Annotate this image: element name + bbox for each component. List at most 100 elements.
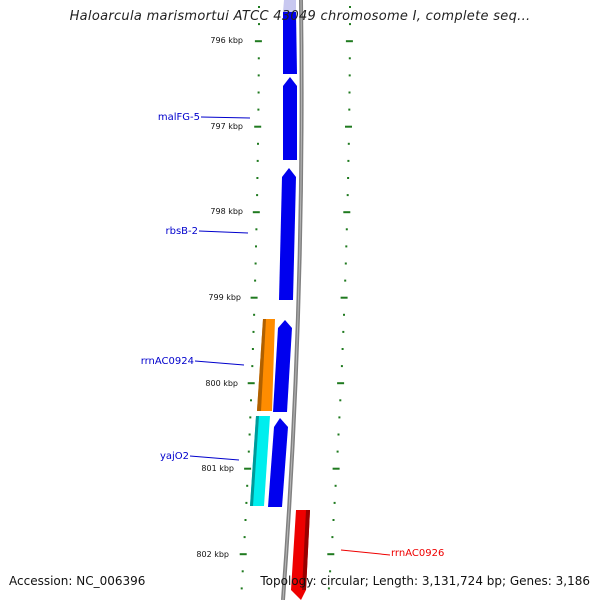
scale-tick-right [338, 416, 341, 419]
scale-tick-left [247, 450, 250, 453]
gene-label-rrnac0926[interactable]: rrnAC0926 [391, 548, 444, 559]
scale-tick-right [337, 382, 345, 385]
scale-label-800: 800 kbp [205, 379, 238, 388]
scale-tick-left [251, 365, 254, 368]
scale-label-802: 802 kbp [196, 550, 229, 559]
connector-yajo2 [189, 455, 240, 461]
scale-tick-right [345, 125, 352, 128]
scale-tick-right [333, 501, 336, 504]
scale-tick-right [334, 484, 337, 487]
scale-tick-right [327, 587, 330, 590]
scale-label-798: 798 kbp [210, 207, 243, 216]
scale-tick-right [347, 142, 350, 145]
scale-tick-right [343, 211, 351, 214]
scale-tick-left [250, 399, 252, 402]
gene-arrow-top[interactable] [283, 12, 297, 74]
scale-label-796: 796 kbp [210, 36, 243, 45]
connector-malfg-5 [200, 116, 251, 119]
scale-tick-right [337, 433, 340, 436]
scale-tick-left [246, 484, 249, 487]
scale-tick-left [245, 501, 248, 504]
gene-arrow-rbsb-2[interactable] [279, 168, 296, 300]
scale-tick-right [349, 23, 351, 26]
scale-label-799: 799 kbp [208, 293, 241, 302]
connector-rrnac0924 [194, 360, 245, 366]
scale-tick-right [348, 91, 351, 94]
scale-tick-left [244, 467, 252, 470]
scale-tick-right [331, 536, 334, 539]
scale-tick-right [347, 159, 350, 162]
scale-tick-right [345, 228, 348, 231]
scale-tick-left [256, 159, 259, 162]
scale-tick-left [255, 245, 257, 248]
scale-tick-left [254, 125, 262, 128]
scale-tick-left [252, 330, 255, 333]
scale-tick-left [247, 382, 255, 385]
scale-tick-left [255, 228, 258, 231]
scale-tick-left [258, 23, 260, 26]
scale-tick-left [254, 40, 262, 43]
scale-tick-left [257, 74, 260, 77]
backbone-highlight [282, 0, 303, 601]
gene-arrow-top-faded[interactable] [283, 0, 296, 12]
scale-tick-right [349, 6, 351, 8]
gene-arrow-rrnac0924[interactable] [273, 320, 292, 412]
topology-summary: Topology: circular; Length: 3,131,724 bp… [260, 574, 590, 588]
scale-tick-right [346, 194, 349, 197]
scale-tick-right [340, 296, 348, 299]
scale-tick-right [341, 348, 344, 350]
scale-tick-right [343, 313, 345, 316]
scale-tick-right [336, 450, 339, 453]
scale-tick-right [348, 74, 351, 77]
scale-label-797: 797 kbp [210, 122, 243, 131]
scale-tick-right [348, 108, 351, 111]
tick-marks [239, 6, 353, 590]
scale-tick-right [339, 399, 342, 402]
scale-tick-left [256, 177, 259, 179]
scale-tick-left [257, 142, 259, 145]
feature-cyan-edge [250, 416, 259, 506]
gene-arrow-malfg-5[interactable] [283, 77, 297, 160]
scale-tick-right [332, 467, 340, 470]
scale-tick-left [258, 6, 260, 8]
scale-tick-left [244, 519, 247, 521]
scale-tick-left [243, 536, 246, 539]
gene-label-rbsb-2[interactable]: rbsB-2 [166, 226, 199, 237]
connector-rrnac0926 [340, 549, 391, 556]
scale-tick-left [257, 91, 260, 94]
scale-tick-right [332, 519, 335, 521]
scale-tick-left [250, 296, 258, 299]
scale-tick-left [251, 348, 254, 350]
connector-rbsb-2 [198, 230, 249, 234]
scale-tick-right [344, 262, 347, 265]
scale-tick-left [249, 416, 252, 419]
scale-tick-right [344, 279, 347, 282]
gene-label-malfg-5[interactable]: malFG-5 [158, 112, 200, 123]
scale-tick-right [327, 553, 335, 556]
scale-label-801: 801 kbp [201, 464, 234, 473]
accession-label: Accession: NC_006396 [9, 574, 146, 588]
scale-tick-left [256, 194, 259, 197]
map-title: Haloarcula marismortui ATCC 43049 chromo… [69, 9, 531, 24]
scale-tick-right [340, 365, 343, 368]
scale-tick-left [241, 570, 244, 573]
scale-tick-left [240, 587, 243, 590]
feature-orange-edge [257, 319, 266, 411]
gene-label-rrnac0924[interactable]: rrnAC0924 [141, 356, 194, 367]
scale-tick-left [257, 57, 260, 60]
gene-arrow-rrnac0926-edge [302, 510, 310, 590]
scale-tick-right [342, 330, 345, 333]
scale-tick-left [248, 433, 251, 436]
scale-tick-left [257, 108, 260, 111]
scale-tick-right [348, 57, 351, 60]
scale-tick-left [254, 262, 257, 265]
gene-arrow-yajo2[interactable] [268, 418, 288, 507]
scale-tick-left [253, 313, 256, 316]
scale-tick-left [239, 553, 247, 556]
scale-tick-right [345, 40, 353, 43]
scale-tick-left [252, 211, 260, 214]
gene-label-yajo2[interactable]: yajO2 [160, 451, 189, 462]
scale-tick-right [347, 177, 350, 179]
